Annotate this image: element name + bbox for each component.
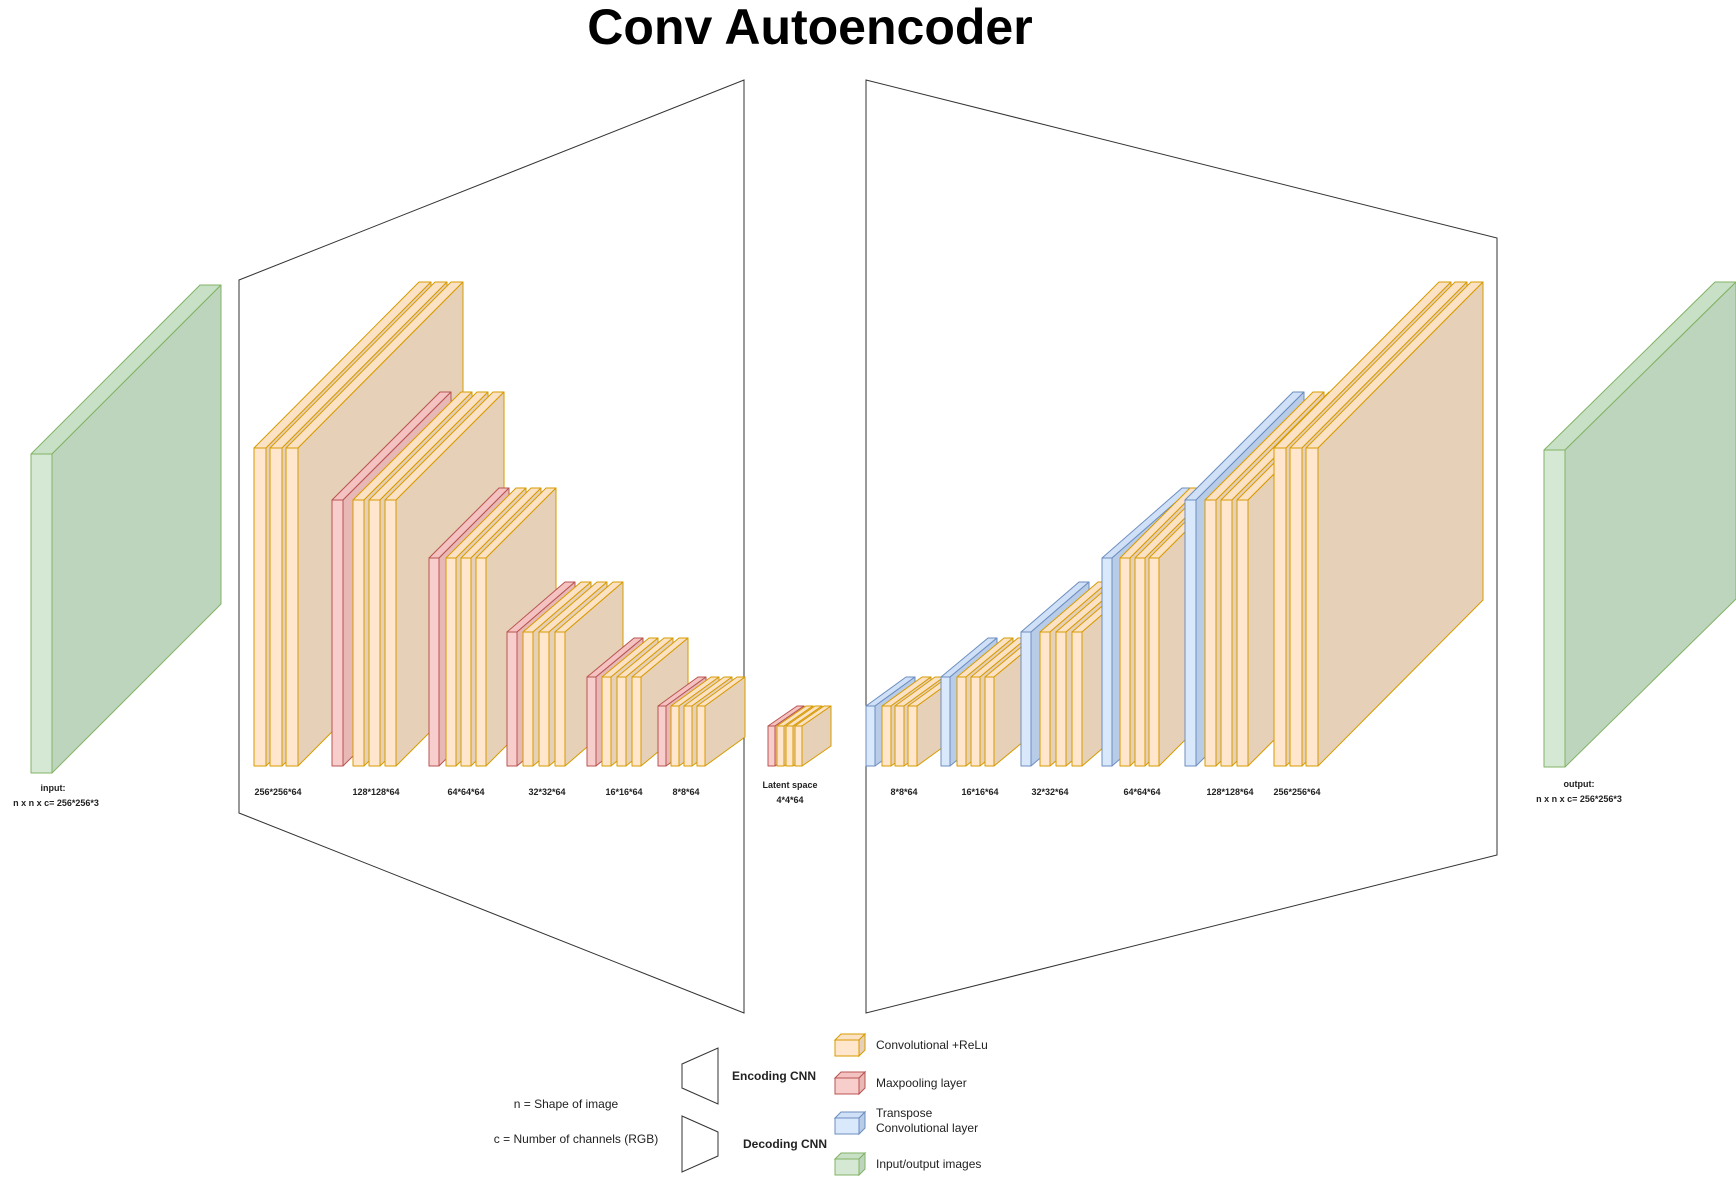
latent-conv-block-3 bbox=[794, 705, 832, 767]
encoder-label-4: 32*32*64 bbox=[528, 787, 565, 797]
encoder-label-3: 64*64*64 bbox=[447, 787, 484, 797]
io-images-swatch-icon bbox=[833, 1151, 867, 1177]
conv-relu-swatch-icon bbox=[833, 1032, 867, 1058]
decoder-label-3: 32*32*64 bbox=[1031, 787, 1068, 797]
decoder-label-1: 8*8*64 bbox=[890, 787, 917, 797]
encoder-label-1: 256*256*64 bbox=[254, 787, 301, 797]
output-label-title: output: bbox=[1564, 779, 1595, 789]
note-n: n = Shape of image bbox=[514, 1097, 619, 1111]
encoder-frame bbox=[238, 79, 745, 1014]
maxpool-swatch-icon bbox=[833, 1070, 867, 1096]
output-label-shape: n x n x c= 256*256*3 bbox=[1536, 794, 1622, 804]
layer-blocks bbox=[30, 281, 1736, 774]
transpose-conv-swatch-icon bbox=[833, 1110, 867, 1136]
encoder-label-5: 16*16*64 bbox=[605, 787, 642, 797]
encoder-label-2: 128*128*64 bbox=[352, 787, 399, 797]
decoder-label-2: 16*16*64 bbox=[961, 787, 998, 797]
legend-encoding-label: Encoding CNN bbox=[732, 1069, 816, 1083]
encoding-cnn-icon bbox=[681, 1047, 719, 1105]
diagram-title: Conv Autoencoder bbox=[587, 0, 1032, 55]
latent-label-shape: 4*4*64 bbox=[776, 795, 803, 805]
input-image-block bbox=[30, 284, 222, 774]
note-c: c = Number of channels (RGB) bbox=[494, 1132, 658, 1146]
legend-decoding-label: Decoding CNN bbox=[743, 1137, 827, 1151]
decoder-label-4: 64*64*64 bbox=[1123, 787, 1160, 797]
dec6-conv-block-3 bbox=[1305, 281, 1484, 767]
legend-tconv-label-1: Transpose bbox=[876, 1106, 933, 1120]
decoder-label-5: 128*128*64 bbox=[1206, 787, 1253, 797]
decoding-cnn-icon bbox=[681, 1115, 719, 1173]
decoder-frame bbox=[865, 79, 1498, 1014]
legend-tconv-label-2: Convolutional layer bbox=[876, 1121, 978, 1135]
decoder-label-6: 256*256*64 bbox=[1273, 787, 1320, 797]
enc6-conv-block-3 bbox=[696, 676, 746, 767]
encoder-label-6: 8*8*64 bbox=[672, 787, 699, 797]
input-label-shape: n x n x c= 256*256*3 bbox=[13, 798, 99, 808]
output-image-block bbox=[1543, 281, 1736, 768]
input-label-title: input: bbox=[41, 783, 66, 793]
legend-conv-label: Convolutional +ReLu bbox=[876, 1038, 988, 1052]
legend-pool-label: Maxpooling layer bbox=[876, 1076, 967, 1090]
legend-io-label: Input/output images bbox=[876, 1157, 981, 1171]
latent-label-title: Latent space bbox=[762, 780, 817, 790]
